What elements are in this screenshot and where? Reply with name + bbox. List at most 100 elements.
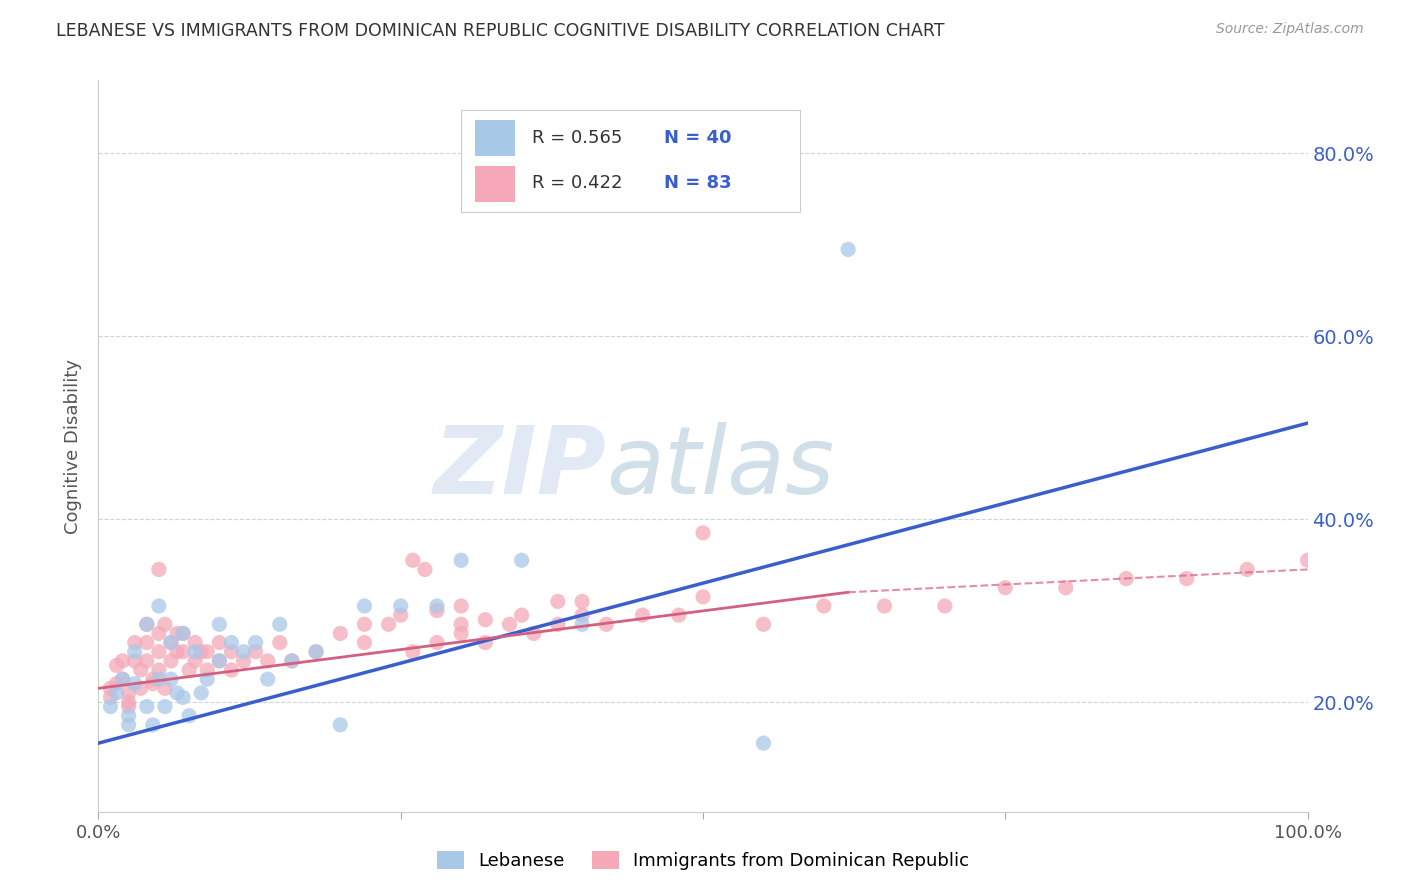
Point xyxy=(135,699,157,714)
Point xyxy=(450,617,472,632)
Point xyxy=(269,617,291,632)
Point xyxy=(142,672,165,686)
Point xyxy=(329,718,352,732)
Point xyxy=(118,686,141,700)
Point xyxy=(184,654,207,668)
Point xyxy=(160,654,183,668)
Point xyxy=(221,635,243,649)
Point xyxy=(413,562,436,576)
Point xyxy=(208,654,231,668)
Point xyxy=(124,645,146,659)
Point xyxy=(166,686,188,700)
Point xyxy=(256,654,278,668)
Point xyxy=(118,718,141,732)
Point xyxy=(208,617,231,632)
Point xyxy=(510,553,533,567)
Point xyxy=(389,608,412,623)
Point xyxy=(353,599,375,613)
Point xyxy=(547,617,569,632)
Point xyxy=(135,654,157,668)
Point xyxy=(111,672,134,686)
Point xyxy=(221,645,243,659)
Point xyxy=(1236,562,1258,576)
Point xyxy=(172,626,194,640)
Point xyxy=(402,645,425,659)
Point xyxy=(305,645,328,659)
Point xyxy=(129,663,152,677)
Point xyxy=(752,617,775,632)
Point xyxy=(281,654,304,668)
Point xyxy=(353,635,375,649)
Point xyxy=(195,672,218,686)
Point xyxy=(329,626,352,640)
Point xyxy=(692,525,714,540)
Point xyxy=(148,645,170,659)
Point xyxy=(474,635,496,649)
Point xyxy=(450,599,472,613)
Point xyxy=(160,672,183,686)
Point xyxy=(153,617,176,632)
Point xyxy=(135,617,157,632)
Point xyxy=(426,635,449,649)
Point xyxy=(100,699,122,714)
Point xyxy=(668,608,690,623)
Point xyxy=(105,686,128,700)
Point xyxy=(256,672,278,686)
Point xyxy=(179,663,201,677)
Point xyxy=(813,599,835,613)
Point xyxy=(450,553,472,567)
Point xyxy=(426,599,449,613)
Point xyxy=(166,645,188,659)
Point xyxy=(474,613,496,627)
Point xyxy=(190,645,212,659)
Point xyxy=(124,676,146,690)
Point xyxy=(124,654,146,668)
Point xyxy=(179,708,201,723)
Point xyxy=(232,654,254,668)
Point xyxy=(100,690,122,705)
Point xyxy=(148,562,170,576)
Point xyxy=(498,617,520,632)
Point xyxy=(105,658,128,673)
Point xyxy=(129,681,152,696)
Point xyxy=(166,626,188,640)
Point xyxy=(752,736,775,750)
Point xyxy=(547,594,569,608)
Y-axis label: Cognitive Disability: Cognitive Disability xyxy=(65,359,83,533)
Text: atlas: atlas xyxy=(606,423,835,514)
Point xyxy=(100,681,122,696)
Point xyxy=(105,676,128,690)
Point xyxy=(426,603,449,617)
Point xyxy=(148,599,170,613)
Point xyxy=(245,645,267,659)
Point xyxy=(142,718,165,732)
Point xyxy=(184,645,207,659)
Point xyxy=(631,608,654,623)
Point xyxy=(148,663,170,677)
Point xyxy=(1175,572,1198,586)
Point xyxy=(111,654,134,668)
Point xyxy=(135,617,157,632)
Point xyxy=(135,635,157,649)
Point xyxy=(172,645,194,659)
Point xyxy=(353,617,375,632)
Point xyxy=(934,599,956,613)
Point xyxy=(190,686,212,700)
Point xyxy=(153,681,176,696)
Point xyxy=(873,599,896,613)
Point xyxy=(160,635,183,649)
Point xyxy=(837,243,859,257)
Point xyxy=(142,676,165,690)
Point xyxy=(124,635,146,649)
Point xyxy=(160,635,183,649)
Text: ZIP: ZIP xyxy=(433,422,606,514)
Point xyxy=(184,635,207,649)
Point xyxy=(269,635,291,649)
Point xyxy=(523,626,546,640)
Point xyxy=(148,626,170,640)
Point xyxy=(389,599,412,613)
Point xyxy=(195,663,218,677)
Point xyxy=(595,617,617,632)
Point xyxy=(377,617,399,632)
Point xyxy=(148,672,170,686)
